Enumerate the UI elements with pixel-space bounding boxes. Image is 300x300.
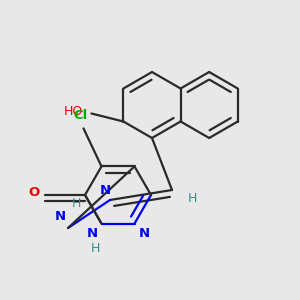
- Text: HO: HO: [64, 105, 83, 118]
- Text: N: N: [100, 184, 111, 197]
- Text: H: H: [188, 191, 197, 205]
- Text: Cl: Cl: [74, 110, 88, 122]
- Text: H: H: [71, 197, 81, 210]
- Text: N: N: [139, 226, 150, 240]
- Text: N: N: [86, 226, 98, 240]
- Text: N: N: [55, 210, 66, 223]
- Text: H: H: [91, 242, 100, 255]
- Text: O: O: [29, 187, 40, 200]
